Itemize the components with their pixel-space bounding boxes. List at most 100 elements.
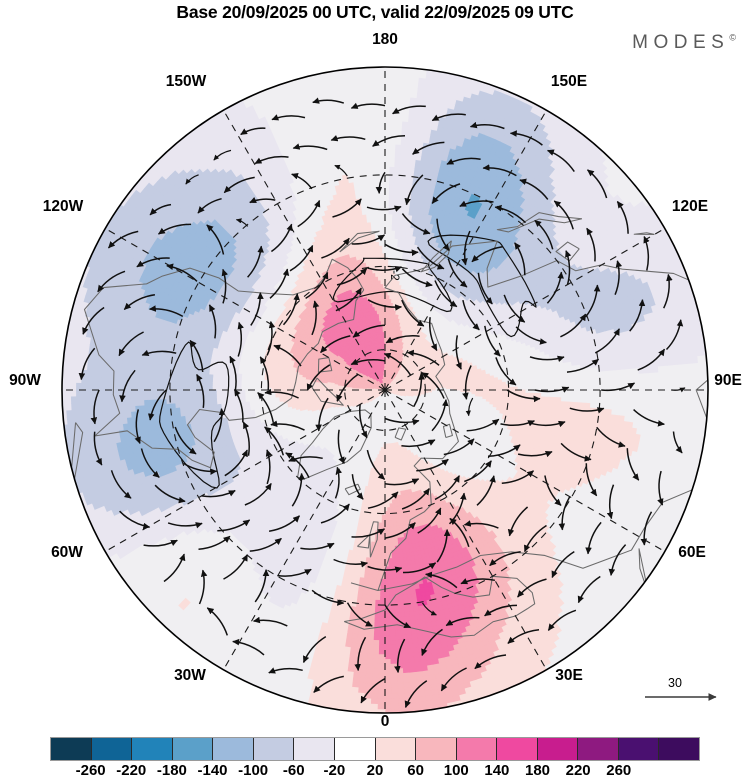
anomaly-cell: [398, 167, 405, 173]
anomaly-cell: [455, 709, 466, 713]
anomaly-cell: [360, 662, 368, 669]
anomaly-cell: [80, 241, 90, 252]
anomaly-cell: [360, 657, 368, 664]
anomaly-cell: [90, 221, 100, 232]
anomaly-cell: [490, 72, 501, 81]
anomaly-cell: [404, 686, 412, 694]
anomaly-cell: [50, 397, 56, 404]
anomaly-cell: [80, 528, 90, 539]
anomaly-cell: [367, 638, 375, 645]
anomaly-cell: [106, 395, 113, 403]
anomaly-cell: [363, 714, 370, 720]
anomaly-cell: [399, 714, 406, 720]
anomaly-cell: [101, 371, 108, 379]
anomaly-cell: [676, 234, 687, 245]
anomaly-cell: [70, 375, 78, 384]
anomaly-cell: [384, 644, 392, 650]
anomaly-cell: [62, 424, 64, 434]
anomaly-cell: [695, 297, 704, 307]
anomaly-cell: [127, 168, 138, 179]
anomaly-cell: [109, 191, 120, 202]
anomaly-cell: [596, 132, 607, 143]
anomaly-cell: [412, 712, 422, 713]
anomaly-cell: [327, 715, 335, 722]
anomaly-cell: [399, 719, 407, 725]
anomaly-cell: [143, 389, 150, 396]
anomaly-cell: [384, 658, 392, 664]
anomaly-cell: [378, 663, 386, 669]
anomaly-cell: [65, 403, 73, 412]
anomaly-cell: [147, 147, 158, 158]
anomaly-cell: [523, 85, 534, 95]
anomaly-cell: [371, 692, 379, 699]
anomaly-cell: [378, 672, 386, 679]
anomaly-cell: [76, 402, 83, 411]
anomaly-cell: [91, 389, 98, 397]
anomaly-cell: [114, 185, 124, 196]
anomaly-cell: [139, 378, 145, 386]
anomaly-cell: [53, 339, 59, 347]
anomaly-cell: [469, 706, 480, 713]
anomaly-cell: [364, 697, 372, 704]
anomaly-cell: [148, 389, 154, 396]
anomaly-cell: [389, 634, 397, 641]
anomaly-cell: [401, 647, 409, 654]
anomaly-cell: [359, 666, 368, 674]
anomaly-cell: [161, 379, 168, 386]
anomaly-cell: [400, 144, 407, 151]
anomaly-cell: [74, 254, 84, 265]
anomaly-cell: [363, 719, 371, 725]
anomaly-cell: [162, 403, 168, 410]
anomaly-cell: [348, 712, 358, 713]
anomaly-cell: [125, 367, 132, 374]
anomaly-cell: [395, 638, 403, 645]
anomaly-cell: [374, 621, 381, 627]
anomaly-cell: [377, 692, 386, 699]
anomaly-cell: [461, 69, 471, 78]
anomaly-cell: [647, 366, 654, 374]
anomaly-cell: [81, 409, 89, 417]
anomaly-cell: [370, 703, 379, 710]
anomaly-cell: [399, 615, 406, 622]
anomaly-cell: [433, 709, 443, 713]
anomaly-cell: [462, 67, 473, 72]
anomaly-cell: [390, 677, 399, 684]
anomaly-cell: [379, 616, 386, 623]
anomaly-cell: [87, 541, 97, 552]
anomaly-cell: [81, 376, 88, 384]
anomaly-cell: [426, 710, 436, 713]
anomaly-cell: [384, 630, 391, 636]
anomaly-cell: [454, 67, 464, 76]
anomaly-cell: [92, 364, 99, 372]
anomaly-cell: [148, 374, 155, 381]
anomaly-cell: [56, 368, 62, 375]
anomaly-cell: [483, 701, 494, 711]
anomaly-cell: [517, 688, 528, 698]
anomaly-cell: [543, 95, 554, 105]
anomaly-cell: [395, 629, 402, 636]
anomaly-cell: [152, 384, 159, 391]
anomaly-cell: [384, 677, 392, 684]
anomaly-cell: [62, 431, 65, 441]
anomaly-cell: [148, 379, 154, 386]
anomaly-cell: [62, 353, 63, 363]
anomaly-cell: [710, 332, 717, 340]
anomaly-cell: [121, 406, 128, 414]
anomaly-cell: [72, 261, 81, 271]
anomaly-cell: [204, 102, 215, 113]
anomaly-cell: [441, 67, 451, 68]
anomaly-cell: [510, 79, 521, 89]
anomaly-cell: [169, 128, 180, 138]
anomaly-cell: [561, 106, 572, 117]
anomaly-cell: [62, 417, 63, 427]
anomaly-cell: [384, 639, 391, 645]
anomaly-cell: [105, 197, 116, 208]
anomaly-cell: [398, 176, 405, 182]
anomaly-cell: [118, 179, 129, 190]
anomaly-cell: [366, 657, 374, 664]
anomaly-cell: [428, 716, 436, 722]
anomaly-cell: [504, 694, 514, 703]
anomaly-cell: [390, 662, 398, 669]
anomaly-cell: [81, 383, 88, 391]
anomaly-cell: [384, 667, 392, 674]
